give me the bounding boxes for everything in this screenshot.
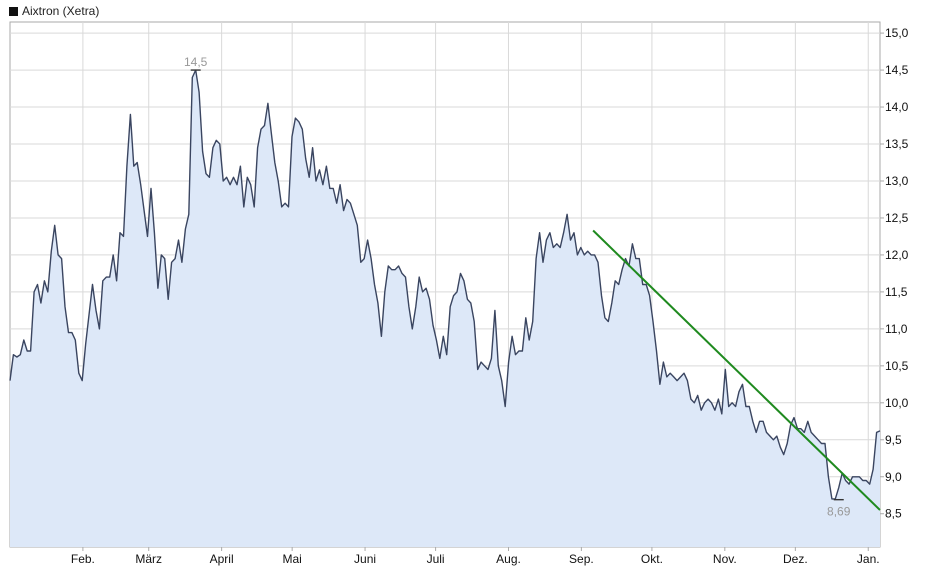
y-tick-label: 8,5 [885,507,902,521]
trend-line [592,229,881,511]
x-tick-label: April [210,552,234,566]
y-tick-label: 13,0 [885,174,909,188]
y-tick-label: 12,0 [885,248,909,262]
y-tick-label: 14,0 [885,100,909,114]
y-tick-label: 11,5 [885,285,908,299]
x-tick-label: Mai [282,552,301,566]
x-tick-label: Juli [427,552,445,566]
y-tick-label: 12,5 [885,211,909,225]
price-line [9,69,881,500]
x-tick-label: Nov. [713,552,737,566]
y-tick-label: 9,5 [885,433,902,447]
x-tick-label: Juni [354,552,376,566]
y-tick-label: 14,5 [885,63,909,77]
high-label: 14,5 [184,55,208,69]
legend-label: Aixtron (Xetra) [22,4,100,18]
y-tick-label: 10,5 [885,359,909,373]
y-tick-label: 13,5 [885,137,909,151]
y-tick-label: 15,0 [885,26,909,40]
legend-swatch [9,6,18,16]
x-tick-label: Dez. [783,552,808,566]
y-tick-label: 9,0 [885,470,902,484]
y-tick-label: 10,0 [885,396,909,410]
x-tick-label: Feb. [71,552,95,566]
x-tick-label: Jan. [857,552,880,566]
price-area [10,70,880,547]
x-tick-label: Sep. [569,552,594,566]
x-tick-label: März [135,552,162,566]
low-label: 8,69 [827,505,851,519]
y-tick-label: 11,0 [885,322,908,336]
x-tick-label: Aug. [496,552,521,566]
x-tick-label: Okt. [641,552,663,566]
chart-legend: Aixtron (Xetra) [9,4,99,18]
